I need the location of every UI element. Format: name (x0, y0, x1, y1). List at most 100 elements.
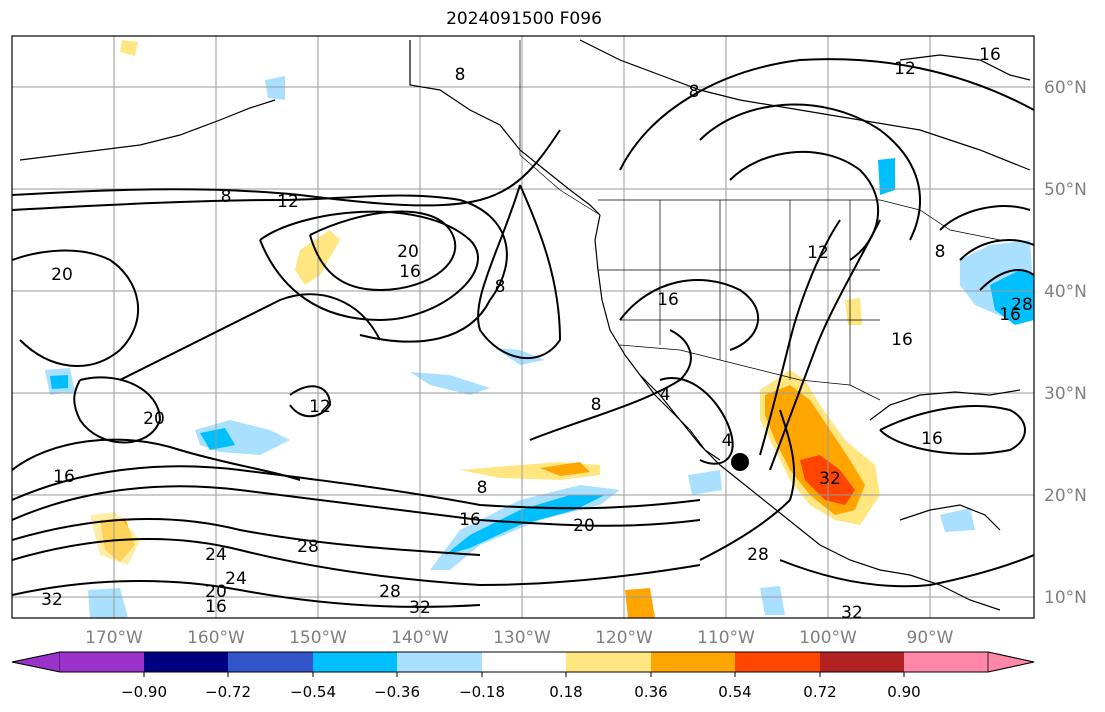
contour-16-west (12, 249, 139, 367)
alaska-coast (409, 40, 601, 216)
contour-8-mid (477, 184, 562, 359)
contour-trough-2 (769, 219, 881, 471)
contour-label: 16 (399, 262, 421, 282)
lon-label: 150°W (289, 628, 347, 648)
colorbar-segment (904, 652, 988, 672)
contour-label: 12 (309, 397, 331, 417)
contour-label: 28 (1011, 295, 1033, 315)
contour-8-north (12, 129, 561, 207)
contour-label: 4 (722, 431, 733, 451)
contour-8-ridge (699, 103, 921, 241)
lon-label: 100°W (799, 628, 857, 648)
lon-label: 90°W (907, 628, 954, 648)
lon-label: 170°W (85, 628, 143, 648)
contour-label: 24 (225, 569, 247, 589)
colorbar-segment (228, 652, 313, 672)
lat-label: 50°N (1044, 180, 1087, 200)
colorbar-segment (735, 652, 820, 672)
contour-trough-1 (759, 219, 841, 456)
contour-label: 8 (689, 82, 700, 102)
lon-label: 130°W (493, 628, 551, 648)
colorbar-segment (566, 652, 651, 672)
contour-label: 32 (819, 469, 841, 489)
lon-label: 110°W (697, 628, 755, 648)
contour-label: 16 (979, 45, 1001, 65)
state-lines-2 (598, 269, 880, 321)
contour-label: 16 (205, 597, 227, 617)
colorbar-tick-label: 0.90 (887, 683, 920, 701)
contour-20-band (12, 485, 701, 527)
contour-label: 8 (591, 395, 602, 415)
colorbar-tick-label: 0.18 (549, 683, 582, 701)
contour-ne-low-1 (939, 205, 1031, 231)
contour-label: 8 (495, 277, 506, 297)
blue-patch-north (265, 76, 285, 100)
contour-label: 16 (53, 467, 75, 487)
contour-16-center (619, 279, 760, 351)
hudson-bay (899, 54, 1031, 81)
blue-patch-small-2 (410, 372, 490, 395)
contour-label: 16 (921, 429, 943, 449)
colorbar-tick-label: 0.72 (803, 683, 836, 701)
colorbar-tick-label: −0.90 (121, 683, 167, 701)
contour-label: 4 (660, 385, 671, 405)
political-borders (519, 40, 1001, 401)
aleutian-chain (19, 99, 276, 161)
orange-patch-south (625, 588, 655, 618)
contour-label: 32 (409, 598, 431, 618)
colorbar-tick-label: −0.18 (459, 683, 505, 701)
contour-label: 20 (205, 582, 227, 602)
baja-california (639, 374, 721, 461)
lat-label: 30°N (1044, 384, 1087, 404)
contour-12-north (12, 194, 508, 343)
contour-label: 20 (51, 265, 73, 285)
contour-label: 32 (841, 603, 863, 623)
contour-label: 20 (573, 516, 595, 536)
contour-16-band (12, 465, 701, 510)
yucatan (899, 504, 1001, 531)
lon-label: 160°W (187, 628, 245, 648)
colorbar-extend-low (11, 651, 61, 673)
yellow-patch-east (845, 298, 862, 325)
contour-16-gulf (879, 405, 1026, 455)
colorbar-outline (11, 651, 1035, 673)
contour-label: 8 (221, 187, 232, 207)
colorbar-segment (397, 652, 482, 672)
map-frame (11, 35, 1035, 619)
yellow-patch-north (120, 40, 138, 56)
cyan-patch-band (445, 495, 605, 555)
lon-label: 120°W (595, 628, 653, 648)
contour-label: 8 (455, 65, 466, 85)
shaded-fields (45, 40, 1034, 618)
colorbar-tick-label: 0.54 (718, 683, 751, 701)
colorbar-segment (482, 652, 566, 672)
contour-label: 8 (477, 478, 488, 498)
lat-label: 60°N (1044, 78, 1087, 98)
lat-label: 20°N (1044, 486, 1087, 506)
west-coast-na (594, 214, 1001, 611)
colorbar-tick-label: −0.36 (374, 683, 420, 701)
lon-label: 140°W (391, 628, 449, 648)
lat-label: 10°N (1044, 588, 1087, 608)
contour-label: 12 (277, 192, 299, 212)
contour-16-loop (259, 210, 479, 322)
blue-patch-caribbean (940, 508, 975, 532)
lat-label: 40°N (1044, 282, 1087, 302)
contour-label: 32 (41, 590, 63, 610)
cyan-patch-north (878, 158, 895, 195)
contour-north-arc (619, 58, 1034, 171)
colorbar-tick-label: 0.36 (634, 683, 667, 701)
contour-label: 8 (935, 242, 946, 262)
colorbar-tick-label: −0.54 (290, 683, 336, 701)
contour-label: 20 (397, 242, 419, 262)
colorbar-segment (60, 652, 144, 672)
canada-coast (579, 39, 1031, 171)
colorbar: −0.90 −0.72 −0.54 −0.36 −0.18 0.18 0.36 … (11, 651, 1035, 701)
contour-label: 28 (379, 582, 401, 602)
contour-label: 16 (657, 290, 679, 310)
contour-label: 24 (205, 545, 227, 565)
blue-patch-south-2 (760, 586, 785, 615)
contour-label: 16 (891, 330, 913, 350)
contour-24-band (12, 518, 481, 556)
contour-32-gulf (779, 554, 1034, 588)
